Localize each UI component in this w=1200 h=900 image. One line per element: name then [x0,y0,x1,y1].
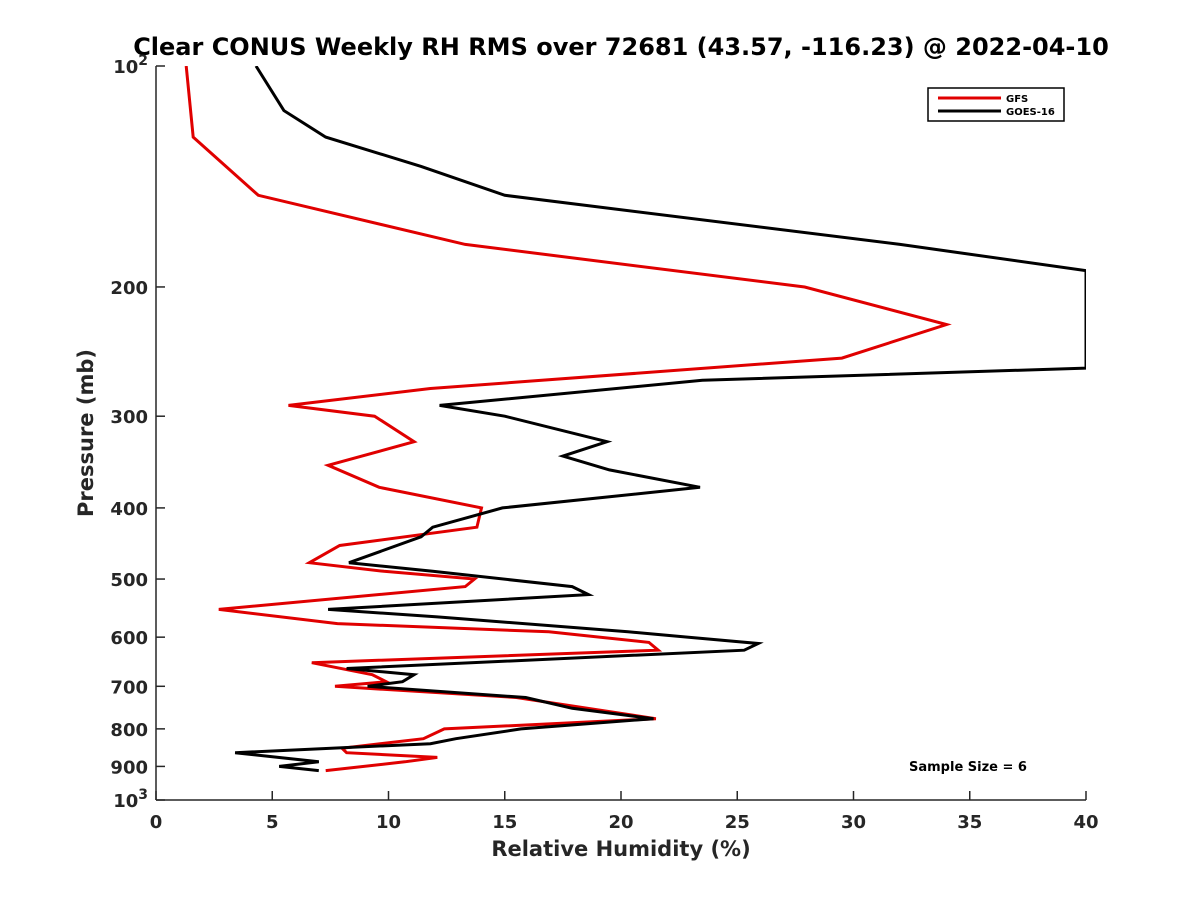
y-tick-label: 900 [110,757,148,778]
legend-box [927,87,1065,122]
series-line-goes-16 [234,66,1086,773]
y-tick-label: 103 [113,787,148,812]
y-tick-label: 102 [113,53,148,78]
x-tick-label: 10 [376,812,401,833]
x-tick-label: 35 [957,812,982,833]
y-tick-label: 300 [110,407,148,428]
chart-title: Clear CONUS Weekly RH RMS over 72681 (43… [133,33,1109,61]
legend-label-goes-16: GOES-16 [1006,107,1055,118]
x-tick-label: 5 [266,812,279,833]
x-axis-label: Relative Humidity (%) [491,837,750,861]
sample-size-annotation: Sample Size = 6 [909,760,1027,775]
series-line-gfs [184,66,952,773]
y-tick-label: 200 [110,278,148,299]
legend-label-gfs: GFS [1006,94,1028,105]
y-tick-label: 700 [110,677,148,698]
x-tick-label: 0 [150,812,163,833]
y-axis-label: Pressure (mb) [74,349,98,517]
legend: GFS GOES-16 [927,87,1065,122]
y-tick-label: 600 [110,628,148,649]
x-tick-label: 30 [841,812,866,833]
x-tick-label: 20 [608,812,633,833]
x-tick-label: 15 [492,812,517,833]
y-tick-label: 400 [110,499,148,520]
x-tick-label: 40 [1073,812,1098,833]
x-tick-label: 25 [725,812,750,833]
y-tick-label: 800 [110,720,148,741]
y-tick-label: 500 [110,570,148,591]
plot-area: 0 5 10 15 20 25 30 35 40 102 200 300 400 500 600 700 800… [110,53,1098,833]
